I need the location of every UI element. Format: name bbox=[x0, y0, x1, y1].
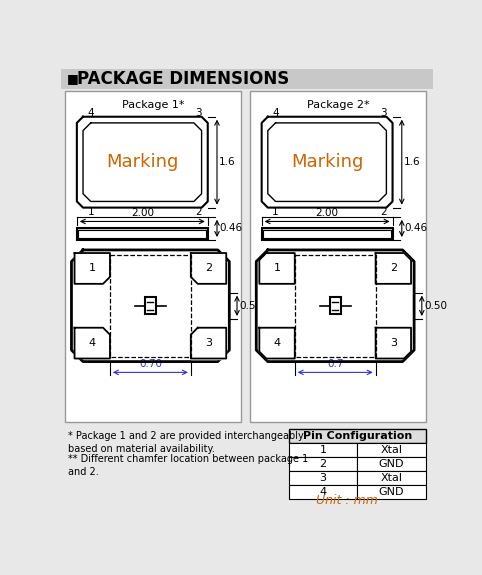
Text: 2: 2 bbox=[319, 459, 326, 469]
Bar bbox=[289, 471, 357, 485]
Text: ** Different chamfer location between package 1
and 2.: ** Different chamfer location between pa… bbox=[67, 454, 308, 477]
Bar bbox=[357, 471, 426, 485]
Polygon shape bbox=[77, 117, 208, 208]
Text: PACKAGE DIMENSIONS: PACKAGE DIMENSIONS bbox=[77, 70, 289, 88]
Text: Xtal: Xtal bbox=[380, 445, 402, 455]
Bar bbox=[357, 457, 426, 471]
Bar bbox=[330, 297, 341, 315]
Polygon shape bbox=[262, 117, 392, 208]
Text: 4: 4 bbox=[87, 108, 94, 118]
Bar bbox=[289, 485, 357, 499]
Text: 2: 2 bbox=[205, 263, 212, 274]
Polygon shape bbox=[75, 253, 110, 284]
Bar bbox=[289, 443, 357, 457]
Text: Package 1*: Package 1* bbox=[122, 100, 184, 110]
Text: Unit : mm: Unit : mm bbox=[316, 494, 377, 507]
Text: 2: 2 bbox=[195, 207, 202, 217]
Polygon shape bbox=[71, 250, 229, 362]
Text: 3: 3 bbox=[205, 338, 212, 348]
Text: 2.00: 2.00 bbox=[316, 208, 338, 218]
Polygon shape bbox=[259, 328, 295, 359]
Text: 3: 3 bbox=[320, 473, 326, 483]
Polygon shape bbox=[75, 328, 110, 359]
Text: 3: 3 bbox=[380, 108, 387, 118]
Polygon shape bbox=[268, 123, 387, 201]
Bar bbox=[65, 90, 241, 421]
Text: Marking: Marking bbox=[106, 153, 178, 171]
Bar bbox=[289, 457, 357, 471]
Bar bbox=[357, 443, 426, 457]
Text: 0.46: 0.46 bbox=[219, 224, 242, 233]
Text: 3: 3 bbox=[195, 108, 202, 118]
Text: 2: 2 bbox=[380, 207, 387, 217]
Text: 0.70: 0.70 bbox=[139, 359, 162, 369]
Bar bbox=[79, 230, 206, 239]
Polygon shape bbox=[259, 253, 295, 284]
Text: GND: GND bbox=[379, 486, 404, 497]
Polygon shape bbox=[191, 253, 226, 284]
Text: 1: 1 bbox=[320, 445, 326, 455]
Text: 3: 3 bbox=[390, 338, 397, 348]
Text: * Package 1 and 2 are provided interchangeably
based on material availability.: * Package 1 and 2 are provided interchan… bbox=[67, 431, 303, 454]
Text: GND: GND bbox=[379, 459, 404, 469]
Text: Xtal: Xtal bbox=[380, 473, 402, 483]
Text: 4: 4 bbox=[319, 486, 326, 497]
Text: 2.00: 2.00 bbox=[131, 208, 154, 218]
Bar bbox=[77, 228, 208, 240]
Polygon shape bbox=[191, 328, 226, 359]
Text: 1: 1 bbox=[87, 207, 94, 217]
Bar bbox=[262, 228, 392, 240]
Bar bbox=[289, 430, 426, 443]
Bar bbox=[145, 297, 156, 315]
Text: Package 2*: Package 2* bbox=[307, 100, 369, 110]
Text: 0.7: 0.7 bbox=[327, 359, 344, 369]
Polygon shape bbox=[83, 123, 201, 201]
Text: 2: 2 bbox=[390, 263, 397, 274]
Bar bbox=[62, 69, 433, 89]
Polygon shape bbox=[375, 253, 411, 284]
Text: 4: 4 bbox=[272, 108, 279, 118]
Text: Marking: Marking bbox=[291, 153, 363, 171]
Text: 1: 1 bbox=[274, 263, 281, 274]
Text: Pin Configuration: Pin Configuration bbox=[303, 431, 412, 441]
Text: 1.6: 1.6 bbox=[404, 157, 421, 167]
Text: 0.50: 0.50 bbox=[424, 301, 447, 311]
Text: 1: 1 bbox=[272, 207, 279, 217]
Text: 1.6: 1.6 bbox=[219, 157, 236, 167]
Bar bbox=[250, 90, 426, 421]
Bar bbox=[357, 485, 426, 499]
Text: 0.46: 0.46 bbox=[404, 224, 427, 233]
Polygon shape bbox=[375, 328, 411, 359]
Text: 0.50: 0.50 bbox=[240, 301, 262, 311]
Polygon shape bbox=[256, 250, 414, 362]
Text: 4: 4 bbox=[273, 338, 281, 348]
Text: 1: 1 bbox=[89, 263, 96, 274]
Text: ■: ■ bbox=[67, 72, 79, 86]
Text: 4: 4 bbox=[89, 338, 96, 348]
Bar bbox=[263, 230, 391, 239]
